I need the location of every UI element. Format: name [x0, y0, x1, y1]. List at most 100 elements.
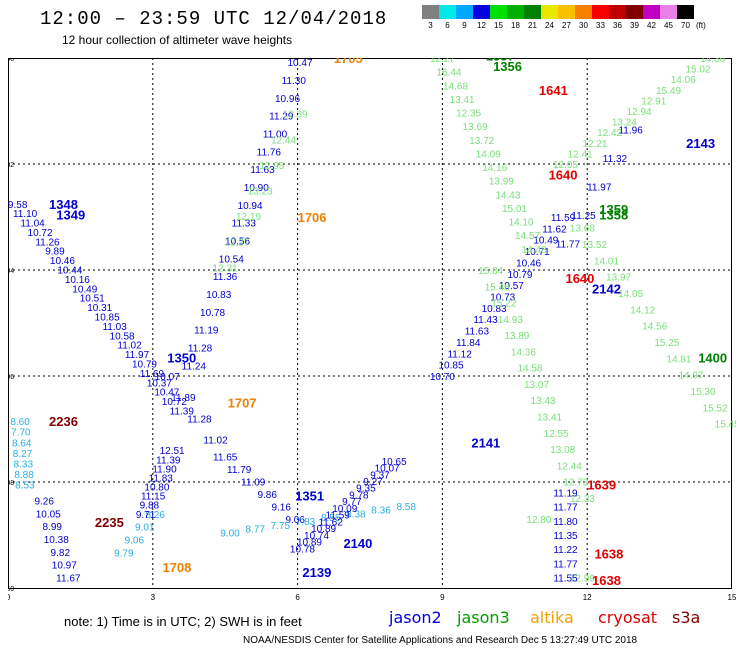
plot-grid: [8, 58, 732, 589]
wave-height-point: 10.16: [65, 275, 90, 286]
wave-height-point: 7.70: [11, 428, 31, 439]
wave-height-point: 11.80: [553, 517, 578, 528]
wave-height-point: 15.49: [656, 86, 681, 97]
wave-height-point: 11.69: [140, 369, 165, 380]
y-tick-label: -46: [8, 374, 14, 381]
wave-height-point: 12.80: [526, 515, 551, 526]
wave-height-point: 10.47: [287, 58, 312, 69]
wave-height-point: 11.97: [587, 183, 612, 194]
color-scale-labels: 3 6 9 12 15 18 21 24 27 30 33 36 39 42 45 70 (ft): [422, 21, 706, 30]
wave-height-point: 13.69: [463, 122, 488, 133]
wave-height-point: 13.07: [524, 380, 549, 391]
wave-height-point: 10.89: [311, 524, 336, 535]
wave-height-point: 12.27: [224, 238, 249, 249]
wave-height-point: 9.37: [370, 470, 390, 481]
color-scale-swatch: [473, 5, 490, 19]
wave-height-point: 9.77: [342, 497, 362, 508]
wave-height-point: 11.29: [269, 112, 294, 123]
wave-height-point: 11.22: [553, 545, 578, 556]
wave-height-point: 12.33: [570, 494, 595, 505]
color-scale-label: 21: [528, 21, 537, 30]
pass-number-label: 1708: [162, 560, 191, 575]
wave-height-point: 7.83: [296, 517, 316, 528]
wave-height-point: 10.78: [200, 308, 225, 319]
color-scale-label: 24: [545, 21, 554, 30]
wave-height-point: 10.83: [482, 304, 507, 315]
wave-height-point: 11.67: [56, 573, 81, 584]
wave-height-point: 13.52: [582, 240, 607, 251]
pass-number-label: 2235: [95, 515, 124, 530]
color-scale-swatch: [643, 5, 660, 19]
wave-height-point: 10.58: [110, 331, 135, 342]
wave-height-point: 8.64: [12, 438, 32, 449]
wave-height-point: 12.55: [544, 429, 569, 440]
legend-cryosat: cryosat: [598, 608, 658, 627]
wave-height-point: 8.27: [13, 449, 33, 460]
wave-height-point: 11.84: [456, 338, 481, 349]
wave-height-point: 8.88: [14, 470, 34, 481]
legend-altika: altika: [530, 608, 574, 627]
y-tick-label: -48: [8, 480, 14, 487]
wave-height-point: 10.65: [382, 457, 407, 468]
wave-height-point: 9.82: [51, 548, 71, 559]
wave-height-point: 12.39: [283, 110, 308, 121]
wave-height-point: 13.23: [248, 187, 273, 198]
wave-height-point: 10.97: [52, 561, 77, 572]
color-scale-unit: (ft): [696, 21, 706, 30]
pass-number-label: 1349: [56, 207, 85, 222]
wave-height-point: 9.01: [135, 523, 155, 534]
wave-height-point: 9.16: [271, 503, 291, 514]
wave-height-point: 10.37: [147, 378, 172, 389]
wave-height-point: 11.59: [551, 213, 576, 224]
wave-height-point: 9.27: [363, 477, 383, 488]
wave-height-point: 8.99: [43, 522, 63, 533]
color-scale-bar: [422, 5, 694, 19]
wave-height-point: 8.60: [10, 417, 30, 428]
color-scale-label: 12: [477, 21, 486, 30]
wave-height-point: 8.36: [371, 506, 391, 517]
wave-height-point: 14.12: [630, 305, 655, 316]
wave-height-point: 12.42: [597, 128, 622, 139]
wave-height-point: 11.90: [152, 464, 177, 475]
wave-height-point: 12.91: [641, 96, 666, 107]
wave-height-point: 13.89: [504, 331, 529, 342]
wave-height-point: 14.16: [482, 163, 507, 174]
wave-height-point: 11.36: [213, 272, 238, 283]
wave-height-point: 11.25: [571, 211, 596, 222]
wave-height-point: 11.39: [156, 455, 181, 466]
y-tick-label: -50: [8, 586, 14, 593]
wave-height-point: 10.38: [44, 535, 69, 546]
wave-height-point: 11.32: [603, 154, 628, 165]
wave-height-point: 12.94: [627, 107, 652, 118]
legend-s3a: s3a: [672, 608, 701, 627]
wave-height-point: 14.10: [508, 218, 533, 229]
wave-height-point: 10.31: [87, 303, 112, 314]
color-scale-swatch: [626, 5, 643, 19]
wave-height-plot: 03691215-40-42-44-46-48-50 9.5811.1011.0…: [8, 58, 736, 602]
wave-height-point: 11.04: [20, 219, 45, 230]
wave-height-point: 12.51: [160, 446, 185, 457]
wave-height-point: 11.24: [182, 361, 207, 372]
wave-height-point: 9.79: [114, 548, 134, 559]
wave-height-point: 9.78: [349, 490, 369, 501]
wave-height-point: 11.28: [187, 414, 212, 425]
color-scale-swatch: [541, 5, 558, 19]
wave-height-point: 11.77: [556, 240, 581, 251]
wave-height-point: 10.56: [225, 237, 250, 248]
wave-height-point: 10.71: [525, 247, 550, 258]
color-scale-label: 15: [494, 21, 503, 30]
color-scale-swatch: [524, 5, 541, 19]
x-tick-label: 15: [728, 593, 736, 602]
wave-height-point: 15.45: [715, 420, 736, 431]
wave-height-point: 8.53: [15, 481, 35, 492]
wave-height-point: 9.06: [125, 536, 145, 547]
wave-height-point: 15.01: [502, 204, 527, 215]
y-tick-label: -44: [8, 268, 14, 275]
wave-height-point: 10.70: [430, 372, 455, 383]
wave-height-point: 10.05: [36, 509, 61, 520]
pass-number-label: 1706: [298, 210, 327, 225]
wave-height-point: 11.62: [318, 517, 343, 528]
wave-height-point: 14.06: [671, 75, 696, 86]
wave-height-point: 10.83: [206, 290, 231, 301]
wave-height-point: 8.58: [396, 502, 416, 513]
